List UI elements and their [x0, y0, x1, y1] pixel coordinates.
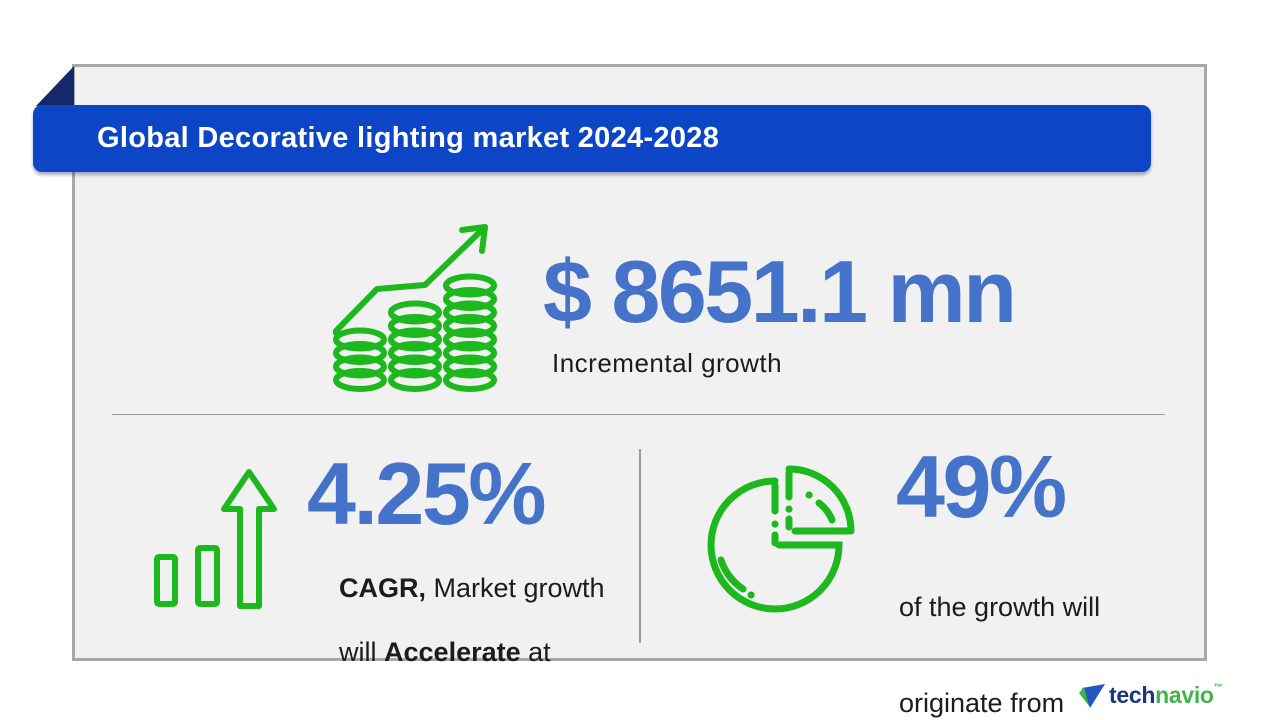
rising-bars-up-arrow-icon	[154, 468, 280, 610]
cagr-line1-rest: Market growth	[426, 573, 605, 603]
regional-caption: of the growth will originate from APAC	[899, 527, 1100, 720]
incremental-growth-label: Incremental growth	[552, 348, 783, 378]
regional-share-value: 49%	[896, 437, 1067, 536]
regional-line1: of the growth will	[899, 592, 1101, 622]
cagr-line2-post: at	[520, 637, 551, 667]
technavio-wordmark: technavio™	[1109, 681, 1223, 709]
cagr-caption-line2: will Accelerate at	[339, 637, 551, 667]
technavio-logo: technavio™	[1078, 681, 1223, 709]
cagr-value: 4.25%	[307, 444, 547, 543]
trademark-symbol: ™	[1213, 681, 1223, 692]
horizontal-divider	[112, 414, 1165, 415]
coin-stacks-growth-arrow-icon	[333, 217, 497, 392]
cagr-line2-pre: will	[339, 637, 385, 667]
cagr-caption-line1: CAGR, Market growth	[339, 573, 605, 603]
cagr-caption: CAGR, Market growth will Accelerate at	[309, 540, 605, 700]
wordmark-navio: navio	[1155, 681, 1214, 708]
page-title: Global Decorative lighting market 2024-2…	[97, 122, 720, 154]
technavio-arrow-icon	[1079, 684, 1105, 708]
regional-line2: originate from	[899, 688, 1065, 718]
title-banner: Global Decorative lighting market 2024-2…	[33, 105, 1151, 172]
cagr-term: CAGR,	[339, 573, 427, 603]
cagr-emphasis: Accelerate	[384, 637, 521, 667]
wordmark-tech: tech	[1109, 681, 1156, 708]
ribbon-fold-corner	[36, 66, 74, 106]
incremental-growth-value: $ 8651.1 mn	[543, 242, 1017, 341]
vertical-divider	[639, 449, 641, 643]
pie-chart-icon	[701, 465, 855, 615]
